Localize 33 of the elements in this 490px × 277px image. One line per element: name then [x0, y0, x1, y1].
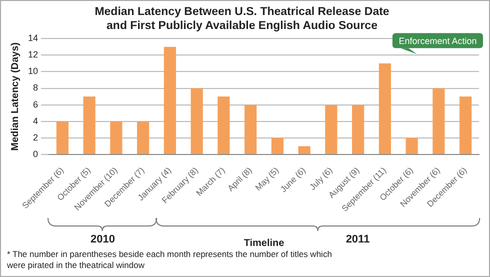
- bar: [218, 96, 230, 154]
- y-tick-label: 8: [32, 82, 38, 93]
- bar: [190, 88, 203, 154]
- y-tick-label: 6: [32, 99, 38, 110]
- x-axis-title: Timeline: [244, 238, 285, 249]
- bar: [244, 104, 257, 154]
- annotation: Enforcement Action: [398, 36, 477, 46]
- bar: [432, 88, 445, 154]
- bar: [406, 138, 418, 154]
- bar: [164, 46, 176, 154]
- y-tick-label: 2: [32, 132, 38, 142]
- bar: [378, 63, 391, 154]
- y-tick-label: 4: [32, 116, 38, 126]
- y-tick-label: 10: [28, 66, 38, 76]
- bar: [137, 121, 150, 154]
- bar: [56, 121, 68, 154]
- bar: [460, 96, 472, 154]
- bar: [271, 138, 284, 154]
- y-axis-title: Median Latency (Days): [10, 42, 21, 151]
- y-tick-label: 0: [32, 148, 38, 159]
- x-tick-label: July (6): [307, 164, 334, 192]
- x-tick-label: May (5): [253, 164, 281, 193]
- y-tick-label: 14: [28, 33, 38, 44]
- text: 2010: [90, 234, 115, 246]
- bar: [325, 104, 338, 154]
- bar: [110, 121, 122, 154]
- chart-title: Median Latency Between U.S. Theatrical Release Date and First Publicly Available English Audio Source: [94, 6, 390, 32]
- bar: [298, 146, 310, 154]
- bar: [83, 96, 96, 154]
- bar: [352, 104, 364, 154]
- y-tick-label: 12: [28, 50, 38, 60]
- text: * The number in parentheses beside each month represents the number of titles which were pirated in the theatrical window: [7, 249, 333, 271]
- text: 2011: [346, 234, 370, 246]
